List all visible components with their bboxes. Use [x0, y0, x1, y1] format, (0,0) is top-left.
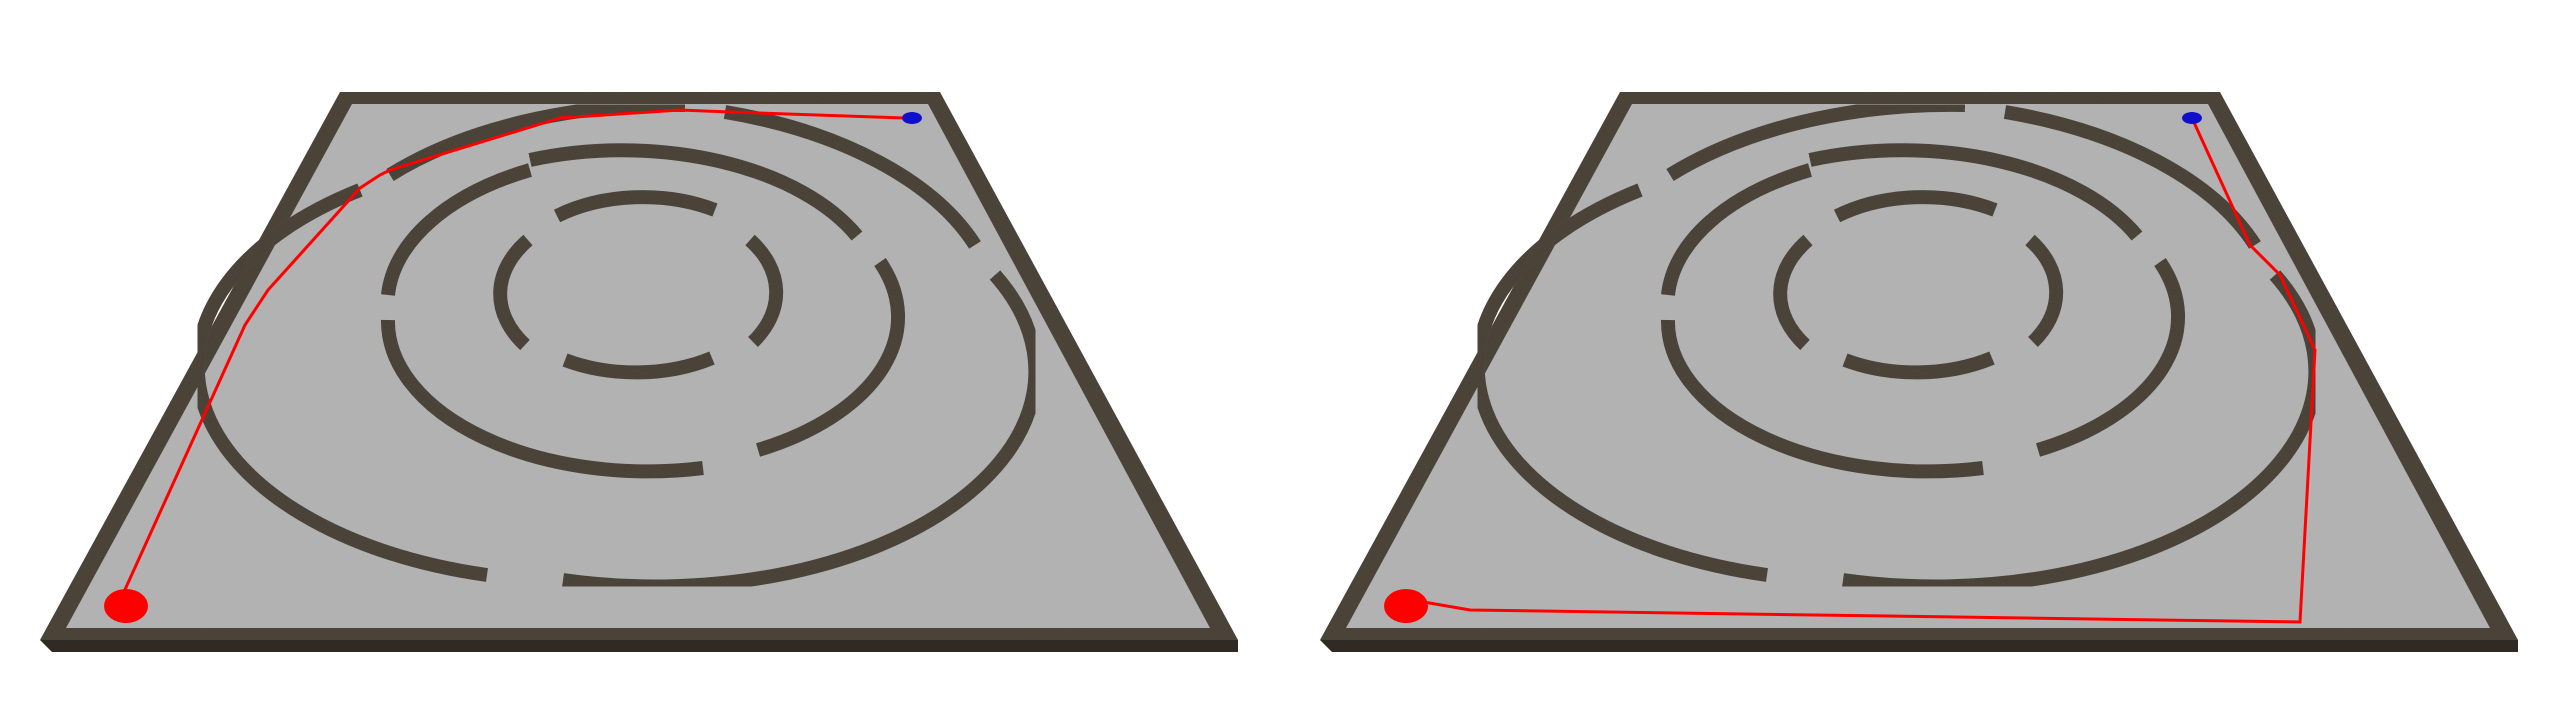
- second-ring-wall: [1660, 319, 1984, 479]
- frame-side: [1320, 640, 2518, 652]
- inner-ring-wall: [562, 351, 715, 380]
- goal-marker: [2182, 112, 2202, 124]
- maze-walls: [190, 97, 1043, 594]
- second-ring-wall: [381, 163, 532, 296]
- solution-path: [1411, 117, 2317, 624]
- left-maze-panel: [40, 92, 1238, 652]
- outer-ring-wall: [386, 97, 686, 181]
- second-ring-wall: [1661, 163, 1812, 296]
- goal-marker: [902, 112, 922, 124]
- outer-ring-wall: [723, 105, 981, 249]
- inner-ring-wall: [1833, 190, 1998, 223]
- outer-ring-wall: [2003, 105, 2261, 249]
- frame-side: [40, 640, 1238, 652]
- right-maze-panel: [1320, 92, 2518, 652]
- inner-ring-wall: [553, 190, 718, 223]
- outer-ring-wall: [562, 270, 1043, 594]
- second-ring-wall: [528, 143, 863, 241]
- start-marker: [1384, 589, 1428, 623]
- second-ring-wall: [755, 258, 905, 457]
- inner-ring-wall: [1773, 234, 1813, 351]
- solution-path: [116, 108, 906, 606]
- inner-ring-wall: [1842, 351, 1995, 380]
- start-marker: [104, 589, 148, 623]
- second-ring-wall: [380, 319, 704, 479]
- inner-ring-wall: [2025, 234, 2064, 348]
- outer-ring-wall: [1470, 183, 1768, 582]
- second-ring-wall: [2035, 258, 2185, 457]
- maze-walls: [1470, 97, 2323, 594]
- inner-ring-wall: [493, 234, 533, 351]
- outer-ring-wall: [1666, 97, 1966, 181]
- inner-ring-wall: [745, 234, 784, 348]
- second-ring-wall: [1808, 143, 2143, 241]
- outer-ring-wall: [190, 183, 488, 582]
